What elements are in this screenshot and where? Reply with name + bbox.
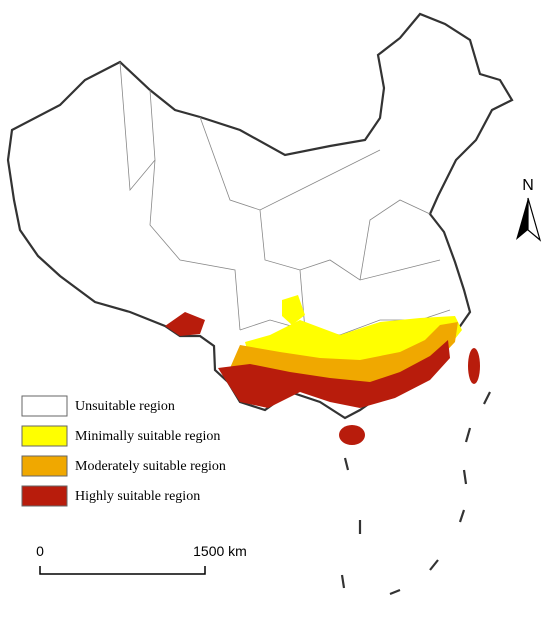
scale-end-label: 1500 km: [193, 543, 247, 559]
north-arrow: N: [516, 177, 542, 242]
legend: Unsuitable region Minimally suitable regi…: [21, 395, 226, 507]
north-label: N: [522, 177, 534, 194]
legend-label: Unsuitable region: [75, 399, 175, 414]
legend-swatch: [21, 425, 68, 447]
scale-bar: 0 1500 km: [36, 543, 247, 575]
legend-label: Highly suitable region: [75, 489, 200, 504]
legend-label: Moderately suitable region: [75, 459, 226, 474]
legend-swatch: [21, 455, 68, 477]
scale-start-label: 0: [36, 543, 44, 559]
nine-dash-line: [340, 391, 491, 596]
suitability-bands: [165, 295, 480, 445]
legend-swatch: [21, 485, 68, 507]
legend-swatch: [21, 395, 68, 417]
legend-label: Minimally suitable region: [75, 429, 220, 444]
